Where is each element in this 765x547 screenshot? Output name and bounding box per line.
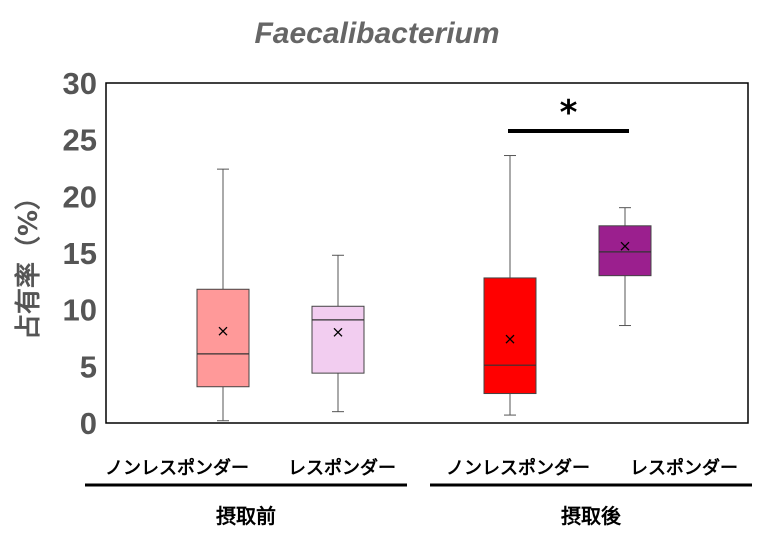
box-2 xyxy=(311,254,365,413)
y-tick-label: 10 xyxy=(63,293,97,328)
significance-marker: * xyxy=(560,93,578,133)
y-tick-label: 15 xyxy=(63,236,97,271)
boxes xyxy=(196,155,652,422)
x-axis-groups: 摂取前 摂取後 xyxy=(85,483,752,528)
significance-annotations: * xyxy=(508,93,629,133)
mean-marker xyxy=(620,241,630,251)
y-tick-label: 25 xyxy=(63,123,97,158)
box-1 xyxy=(196,168,250,422)
y-axis-label-group: 占有率（%） xyxy=(13,184,44,340)
box-iqr xyxy=(311,305,365,374)
x-category-label: レスポンダー xyxy=(630,457,738,479)
x-category-label: ノンレスポンダー xyxy=(446,457,590,479)
box-4 xyxy=(598,207,652,327)
box-iqr xyxy=(483,277,537,395)
mean-marker xyxy=(505,334,515,344)
box-3 xyxy=(483,155,537,416)
box-iqr xyxy=(196,288,250,388)
x-category-label: レスポンダー xyxy=(288,457,396,479)
y-axis-ticks: 0 5 10 15 20 25 30 xyxy=(63,66,97,441)
chart-title: Faecalibacterium xyxy=(254,17,499,50)
x-group-label: 摂取前 xyxy=(216,504,276,528)
box-iqr xyxy=(598,225,652,277)
x-group-label: 摂取後 xyxy=(561,504,622,528)
plot-area xyxy=(105,82,749,424)
x-axis-categories: ノンレスポンダー レスポンダー ノンレスポンダー レスポンダー xyxy=(105,457,738,479)
y-tick-label: 5 xyxy=(80,349,97,384)
mean-marker xyxy=(218,326,228,336)
y-tick-label: 30 xyxy=(63,66,97,101)
y-axis-label: 占有率（%） xyxy=(13,184,44,340)
y-tick-label: 0 xyxy=(80,406,97,441)
y-tick-label: 20 xyxy=(63,179,97,214)
x-category-label: ノンレスポンダー xyxy=(105,457,249,479)
mean-marker xyxy=(333,327,343,337)
